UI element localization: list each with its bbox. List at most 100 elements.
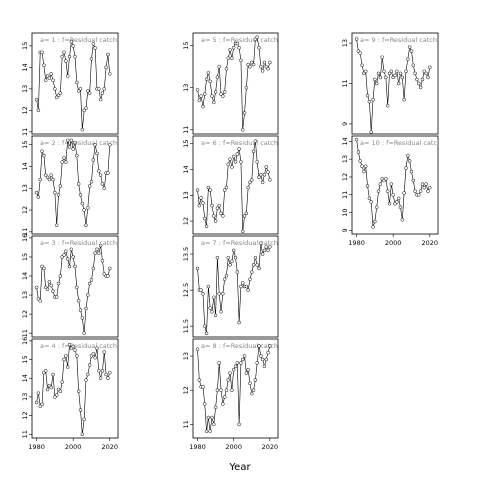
y-tick-label: 13	[341, 39, 349, 47]
data-point	[53, 87, 57, 91]
data-point	[231, 45, 236, 50]
data-point	[213, 405, 218, 410]
data-point	[259, 354, 263, 358]
data-point	[98, 243, 103, 248]
data-point	[369, 200, 373, 204]
panel-label: a= 3 : f=Residual catch	[40, 239, 117, 247]
data-point	[201, 201, 205, 205]
data-point	[97, 369, 101, 373]
y-tick-label: 16	[21, 234, 29, 242]
y-tick-label: 12.5	[182, 283, 190, 297]
data-point	[45, 387, 50, 392]
data-point	[248, 381, 252, 386]
data-point	[91, 158, 96, 162]
data-point	[86, 89, 90, 93]
data-point	[34, 190, 39, 195]
data-point	[201, 291, 205, 296]
data-point	[108, 370, 112, 375]
data-point	[266, 248, 270, 253]
data-point	[354, 37, 359, 41]
data-point	[206, 284, 211, 289]
panel-6: 12 13 14 15 a= 6 : f=Residual catch	[182, 135, 279, 235]
data-point	[65, 74, 70, 78]
data-point	[203, 92, 207, 96]
panel-plot-area: a= 5 : f=Residual catch	[195, 35, 278, 132]
data-point	[235, 152, 240, 156]
data-point	[102, 350, 107, 354]
data-point	[230, 388, 234, 392]
data-point	[203, 324, 207, 328]
data-point	[396, 196, 401, 201]
data-point	[93, 46, 97, 50]
data-point	[248, 277, 252, 282]
data-point	[210, 310, 214, 314]
data-point	[250, 391, 254, 396]
data-point	[91, 352, 96, 356]
data-point	[69, 138, 74, 143]
data-point	[84, 306, 88, 311]
data-point	[260, 69, 265, 73]
panel-1: 11 12 13 14 15 a= 1 : f=Residual catch	[21, 32, 119, 136]
data-point	[199, 196, 203, 200]
data-point	[424, 182, 428, 186]
data-point	[398, 205, 403, 210]
data-point	[210, 203, 214, 208]
data-point	[87, 184, 92, 188]
panel-frame	[351, 135, 439, 235]
data-point	[84, 378, 88, 382]
x-tick-label: 1980	[348, 239, 365, 247]
data-point	[246, 185, 250, 190]
data-point	[206, 185, 211, 190]
y-tick-label: 14	[21, 162, 29, 170]
data-point	[203, 216, 207, 221]
panel-label: a= 1 : f=Residual catch	[40, 36, 117, 44]
data-point	[106, 52, 110, 57]
data-point	[89, 179, 94, 184]
data-point	[384, 177, 388, 181]
y-tick-label: 14	[182, 165, 190, 173]
x-tick-label: 1980	[189, 443, 206, 451]
data-point	[251, 263, 256, 267]
data-point	[212, 100, 216, 105]
data-point	[195, 266, 200, 271]
data-point	[67, 264, 72, 269]
data-point	[235, 270, 240, 274]
panel-plot-area: a= 2 : f=Residual catch	[34, 138, 117, 228]
y-tick-label: 11	[182, 420, 190, 428]
data-point	[106, 171, 110, 175]
data-point	[426, 75, 430, 80]
data-point	[71, 344, 75, 349]
data-point	[212, 295, 216, 300]
data-point	[54, 295, 59, 299]
data-point	[213, 90, 218, 94]
data-point	[93, 251, 97, 255]
panel-plot-area: a= 9 : f=Residual catch	[354, 36, 437, 134]
data-point	[411, 63, 416, 68]
data-point	[369, 130, 373, 134]
data-point	[360, 63, 364, 68]
data-point	[89, 57, 94, 61]
panel-plot-area: a= 3 : f=Residual catch	[34, 239, 117, 335]
panel-label: a= 5 : f=Residual catch	[201, 36, 278, 44]
data-point	[230, 56, 234, 60]
series-line	[356, 139, 431, 227]
data-point	[242, 111, 247, 115]
data-point	[260, 180, 265, 185]
data-point	[217, 291, 221, 296]
data-point	[104, 372, 108, 377]
data-point	[51, 289, 55, 294]
data-point	[240, 357, 245, 362]
data-point	[106, 274, 110, 278]
panel-8: 11 12 13 1980 2000 2020 a= 8 : f=Residual catc…	[182, 338, 279, 451]
data-point	[266, 170, 270, 174]
data-point	[354, 137, 359, 142]
data-point	[78, 193, 83, 197]
data-point	[76, 389, 81, 394]
data-point	[195, 188, 200, 192]
data-point	[237, 422, 241, 427]
data-point	[259, 241, 263, 245]
data-point	[213, 219, 218, 223]
data-point	[201, 385, 205, 389]
y-tick-label: 11	[341, 191, 349, 199]
data-point	[262, 364, 267, 369]
